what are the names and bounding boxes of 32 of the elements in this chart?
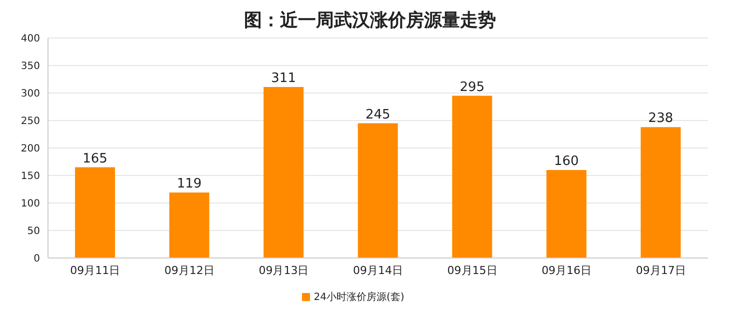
legend-label: 24小时涨价房源(套) [314, 292, 404, 303]
x-tick-label: 09月12日 [164, 264, 214, 277]
bar [358, 123, 398, 258]
data-label: 295 [460, 80, 485, 95]
x-tick-label: 09月14日 [353, 264, 403, 277]
x-tick-label: 09月17日 [636, 264, 686, 277]
bar [75, 167, 115, 258]
y-tick-label: 150 [20, 171, 40, 182]
bar [546, 170, 586, 258]
y-tick-label: 0 [34, 254, 40, 265]
data-label: 311 [271, 70, 296, 86]
data-label: 245 [365, 107, 390, 122]
x-tick-label: 09月15日 [447, 264, 498, 277]
bar [169, 192, 210, 258]
x-tick-label: 09月16日 [542, 264, 592, 277]
data-label: 119 [176, 176, 202, 192]
y-tick-label: 50 [27, 226, 40, 238]
y-tick-label: 300 [20, 88, 40, 100]
bar [452, 96, 492, 258]
y-tick-label: 250 [20, 116, 40, 128]
y-tick-label: 100 [20, 198, 40, 210]
data-label: 238 [648, 111, 674, 126]
x-tick-label: 09月11日 [70, 264, 120, 277]
y-tick-label: 400 [20, 34, 40, 45]
y-tick-label: 350 [20, 61, 40, 72]
bar [640, 127, 681, 258]
data-label: 165 [82, 151, 108, 166]
x-tick-label: 09月13日 [258, 264, 309, 277]
bar [264, 86, 304, 258]
chart-title: 图：近一周武汉涨价房源量走势 [243, 9, 497, 33]
y-tick-label: 200 [20, 144, 40, 155]
data-label: 160 [554, 154, 579, 169]
